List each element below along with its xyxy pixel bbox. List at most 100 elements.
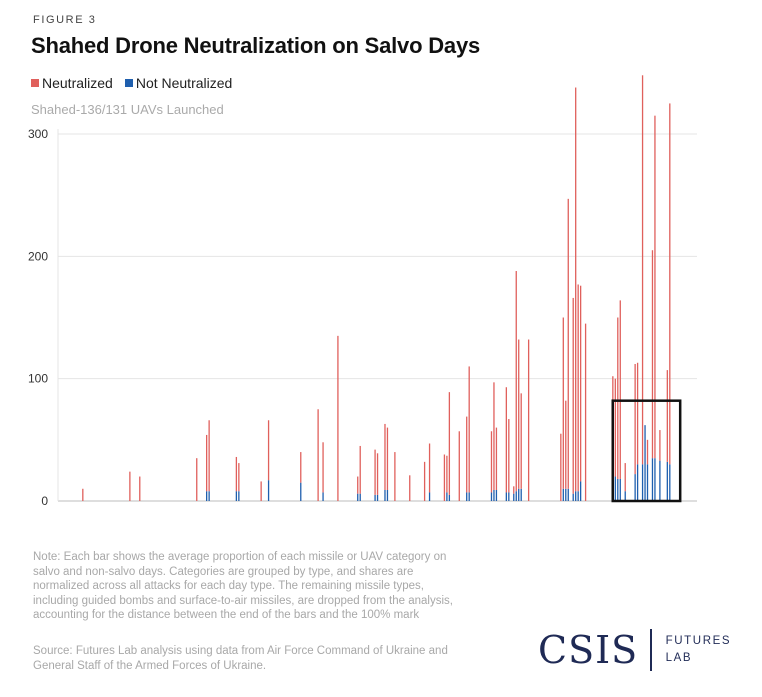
bar-not-neutralized-10 [300, 482, 302, 501]
bar-neutralized-42 [565, 400, 567, 489]
bar-neutralized-56 [641, 75, 644, 465]
bar-not-neutralized-63 [669, 464, 671, 501]
bar-neutralized-46 [577, 284, 579, 492]
bar-neutralized-5 [208, 420, 210, 492]
logo-divider [650, 629, 652, 671]
bar-neutralized-61 [659, 430, 661, 461]
bar-not-neutralized-5 [208, 491, 210, 501]
bar-not-neutralized-60 [654, 458, 656, 501]
legend-swatch-not-neutralized [124, 79, 133, 87]
bar-not-neutralized-15 [359, 493, 361, 501]
bar-neutralized-25 [446, 455, 448, 493]
chart-note: Note: Each bar shows the average proport… [33, 551, 453, 621]
bar-neutralized-52 [619, 300, 621, 479]
bar-neutralized-45 [575, 87, 577, 492]
bar-not-neutralized-42 [565, 488, 567, 501]
bar-not-neutralized-43 [567, 488, 569, 501]
bar-neutralized-16 [374, 449, 376, 495]
bar-not-neutralized-9 [267, 480, 270, 501]
bar-neutralized-27 [458, 431, 460, 501]
y-tick-label-0: 0 [41, 494, 48, 508]
bar-not-neutralized-34 [508, 492, 510, 501]
bar-neutralized-33 [505, 387, 507, 493]
bar-not-neutralized-45 [575, 491, 577, 501]
bar-not-neutralized-29 [468, 492, 470, 501]
csis-futures-lab-logo: CSIS FUTURES LAB [538, 628, 731, 672]
y-tick-label-200: 200 [28, 249, 48, 263]
bar-neutralized-51 [617, 317, 619, 479]
bar-neutralized-23 [428, 443, 431, 493]
bar-neutralized-12 [322, 442, 324, 493]
legend-label-not-neutralized: Not Neutralized [135, 75, 233, 91]
bar-neutralized-48 [584, 323, 587, 501]
bar-neutralized-4 [206, 434, 208, 492]
bar-not-neutralized-19 [386, 489, 389, 501]
logo-futures: FUTURES [665, 635, 732, 647]
bar-neutralized-9 [267, 420, 270, 481]
chart-source: Source: Futures Lab analysis using data … [33, 645, 448, 672]
bar-neutralized-34 [508, 419, 510, 493]
bar-not-neutralized-37 [518, 488, 520, 501]
bar-neutralized-44 [572, 297, 574, 494]
bar-not-neutralized-18 [384, 489, 386, 501]
bar-neutralized-62 [666, 370, 668, 462]
y-axis-title: Shahed-136/131 UAVs Launched [31, 102, 224, 117]
bar-neutralized-24 [443, 454, 446, 501]
bar-chart: 0 100 200 300 [28, 75, 697, 508]
bar-not-neutralized-35 [513, 493, 515, 501]
figure-label: FIGURE 3 [33, 14, 97, 26]
bar-not-neutralized-28 [466, 492, 468, 501]
bar-not-neutralized-58 [646, 464, 649, 501]
bar-neutralized-31 [493, 382, 495, 490]
bar-not-neutralized-54 [634, 474, 636, 501]
bar-not-neutralized-41 [562, 488, 564, 501]
bar-neutralized-2 [139, 476, 141, 501]
bar-not-neutralized-32 [495, 489, 498, 501]
bar-not-neutralized-36 [515, 491, 517, 501]
bar-not-neutralized-61 [659, 460, 661, 501]
bar-neutralized-10 [300, 452, 302, 483]
bar-not-neutralized-47 [579, 481, 582, 501]
bar-not-neutralized-44 [572, 493, 574, 501]
bar-neutralized-54 [634, 363, 636, 475]
chart-title: Shahed Drone Neutralization on Salvo Day… [31, 33, 481, 58]
bar-neutralized-28 [466, 416, 468, 493]
bar-neutralized-47 [579, 285, 582, 482]
bar-not-neutralized-31 [493, 489, 495, 501]
bar-not-neutralized-33 [505, 492, 507, 501]
bar-neutralized-53 [624, 463, 626, 492]
bar-neutralized-18 [384, 423, 386, 490]
bar-not-neutralized-17 [376, 494, 379, 501]
y-tick-label-300: 300 [28, 127, 48, 141]
bar-neutralized-13 [337, 335, 339, 501]
bar-neutralized-32 [495, 427, 498, 490]
bar-neutralized-11 [317, 409, 319, 501]
bar-neutralized-29 [468, 366, 470, 493]
bar-not-neutralized-52 [619, 478, 621, 501]
bar-neutralized-30 [490, 431, 493, 493]
bar-neutralized-63 [669, 103, 671, 465]
bar-not-neutralized-55 [636, 464, 639, 501]
bar-not-neutralized-7 [238, 491, 240, 501]
logo-lab: LAB [665, 652, 693, 664]
legend-label-neutralized: Neutralized [42, 75, 113, 91]
chart-legend: Neutralized Not Neutralized [31, 75, 232, 91]
bar-neutralized-26 [448, 392, 451, 495]
bar-neutralized-36 [515, 271, 517, 492]
bar-neutralized-21 [409, 475, 411, 501]
bar-not-neutralized-57 [644, 425, 646, 501]
logo-futures-lab-text: FUTURES LAB [666, 633, 732, 667]
bar-neutralized-15 [359, 445, 361, 494]
bar-neutralized-3 [196, 458, 198, 501]
bar-neutralized-0 [82, 488, 84, 501]
bar-neutralized-35 [513, 486, 515, 494]
bar-not-neutralized-14 [357, 493, 359, 501]
bar-neutralized-1 [129, 471, 131, 501]
bar-neutralized-59 [651, 250, 654, 459]
bar-neutralized-38 [520, 393, 522, 489]
legend-item-neutralized: Neutralized [31, 75, 113, 91]
bar-neutralized-58 [646, 439, 649, 465]
bar-neutralized-43 [567, 198, 569, 489]
bar-not-neutralized-26 [448, 494, 451, 501]
bar-neutralized-22 [423, 461, 426, 501]
